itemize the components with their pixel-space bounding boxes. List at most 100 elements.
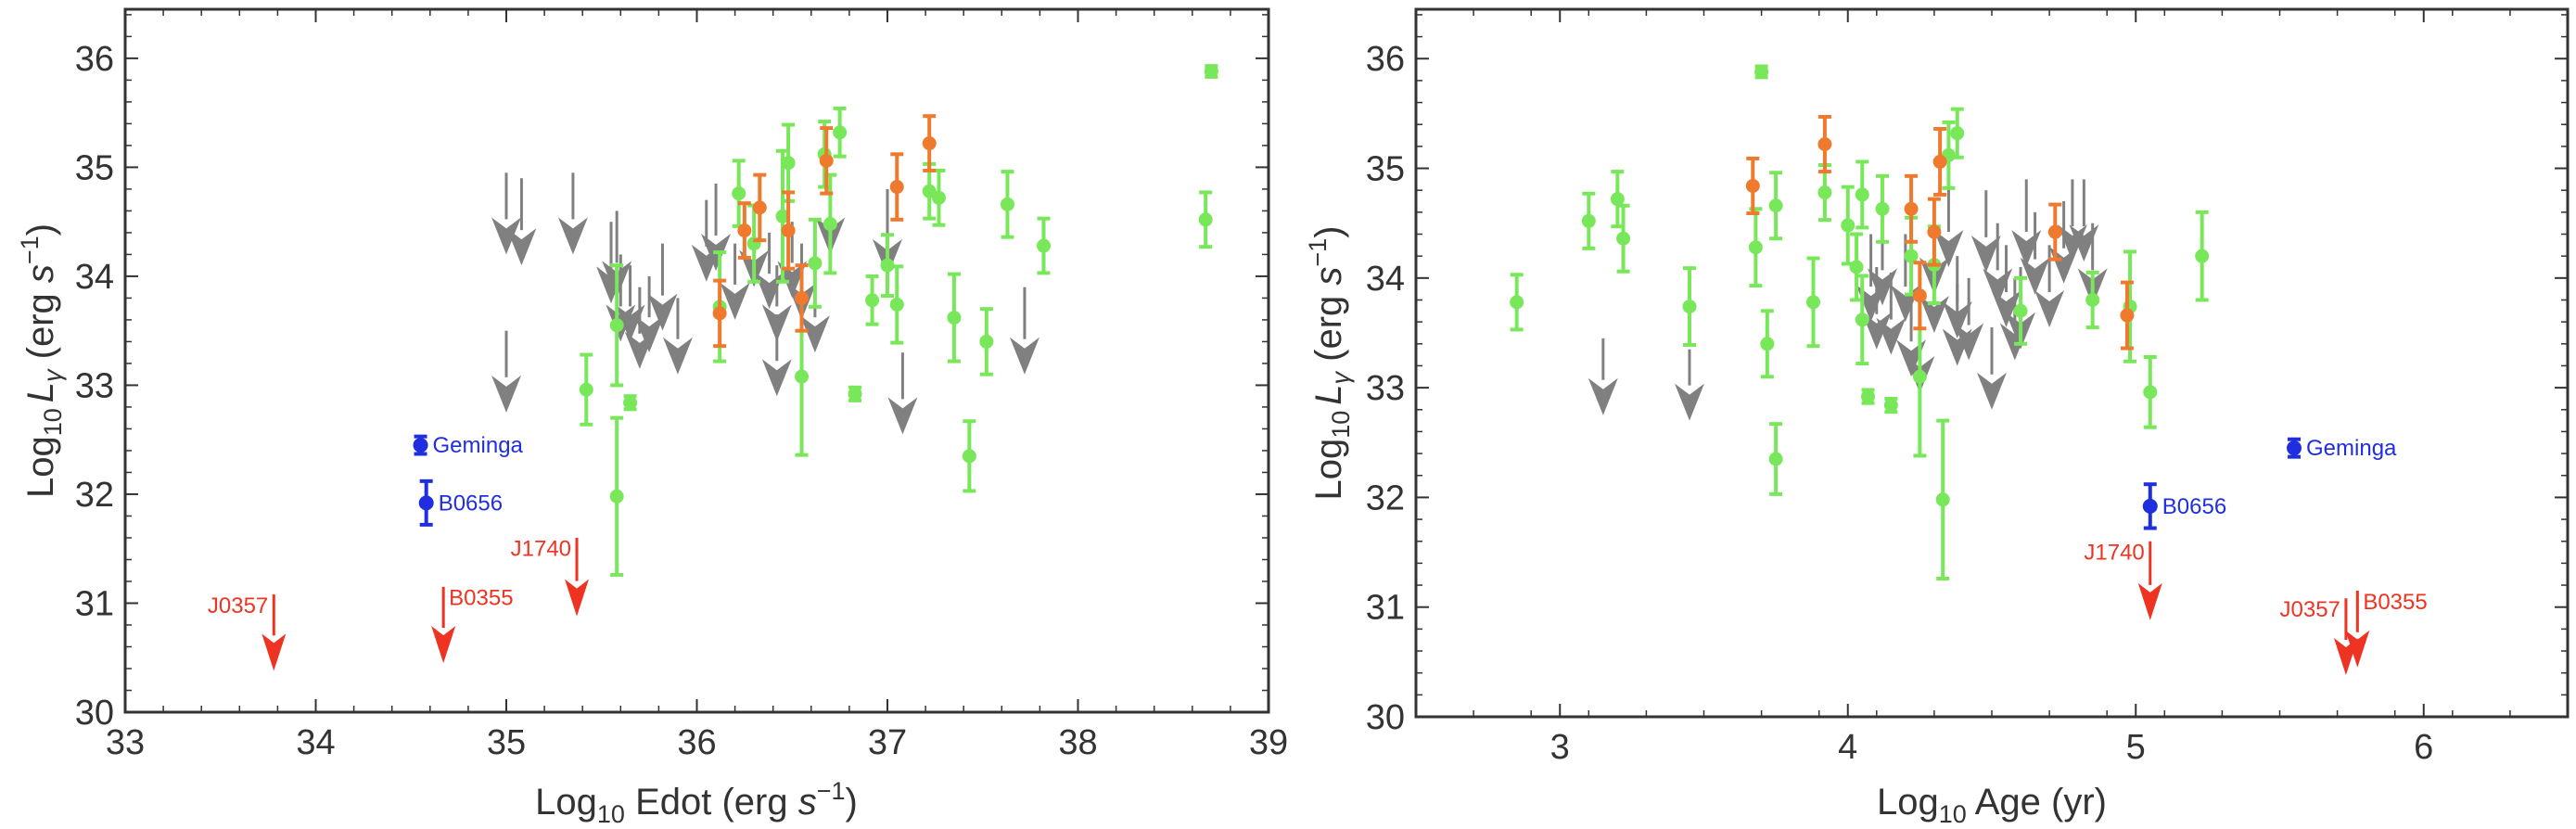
- y-tick-label: 33: [1366, 369, 1405, 408]
- gray-limit-arrowhead: [491, 375, 521, 413]
- y-tick-label: 35: [75, 148, 114, 187]
- green-point: [609, 318, 624, 333]
- gray-upper-limits: [491, 172, 1039, 435]
- orange-point: [922, 136, 937, 151]
- edot-luminosity-scatter-plot: 30 31 32 33 34 35 36 33 34 35 36 37 38 39 Log10 Edot (…: [16, 7, 1288, 828]
- y-tick-label: 30: [1366, 698, 1405, 737]
- green-point: [732, 186, 746, 201]
- green-point: [848, 387, 862, 402]
- red-limit-label: J1740: [2084, 541, 2144, 566]
- y-tick-label: 36: [75, 40, 114, 79]
- green-point: [781, 156, 796, 171]
- green-point: [1935, 492, 1950, 507]
- green-point: [1950, 126, 1965, 141]
- gray-limit-arrowhead: [799, 315, 830, 353]
- green-point: [2085, 292, 2100, 307]
- green-point: [1768, 198, 1783, 213]
- green-point: [1904, 249, 1919, 263]
- y-axis-title-group: Log10Lγ (erg s−1): [1304, 225, 1355, 500]
- red-limit-label: J0357: [2280, 597, 2340, 622]
- blue-point: [2142, 498, 2158, 514]
- green-point: [833, 125, 848, 140]
- green-point: [1805, 295, 1820, 310]
- green-points: [1510, 64, 2210, 580]
- red-limit-label: B0355: [449, 586, 513, 611]
- red-limit-arrowhead: [261, 633, 287, 671]
- y-tick-label: 34: [1366, 260, 1405, 299]
- gray-limit-arrowhead: [634, 315, 665, 353]
- tick-marks: [124, 9, 1269, 713]
- green-points: [579, 64, 1218, 577]
- gray-limit-arrowhead: [2020, 257, 2050, 295]
- orange-point: [1817, 137, 1832, 152]
- blue-point: [413, 438, 428, 453]
- green-point: [1510, 295, 1524, 310]
- x-axis-title: Log10 Age (yr): [1877, 782, 2107, 828]
- orange-point: [737, 223, 752, 238]
- y-tick-label: 32: [75, 476, 114, 515]
- gray-limit-arrowhead: [2011, 229, 2042, 267]
- green-point: [889, 297, 904, 312]
- orange-point: [819, 153, 834, 168]
- green-point: [931, 190, 946, 205]
- y-tick-label: 30: [75, 694, 114, 733]
- y-tick-label: 33: [75, 366, 114, 405]
- tick-marks: [1415, 9, 2569, 718]
- x-tick-label: 5: [2126, 728, 2146, 767]
- gray-limit-arrowhead: [1919, 295, 1949, 333]
- blue-point-label: Geminga: [2306, 436, 2397, 461]
- green-point: [1912, 369, 1927, 384]
- y-axis-title: Log10Lγ (erg s−1): [1304, 225, 1355, 500]
- green-point: [775, 209, 790, 223]
- blue-point-label: Geminga: [433, 433, 524, 458]
- green-point: [1768, 452, 1783, 466]
- x-tick-label: 39: [1249, 723, 1288, 762]
- gray-limit-arrowhead: [754, 272, 784, 310]
- gray-limit-arrowhead: [506, 228, 537, 266]
- gray-limit-arrowhead: [1588, 377, 1618, 415]
- y-tick-label: 32: [1366, 478, 1405, 517]
- green-point: [795, 369, 810, 384]
- green-point: [1198, 212, 1213, 227]
- gray-limit-arrowhead: [615, 304, 645, 342]
- green-point: [1841, 218, 1855, 233]
- red-limit-arrowhead: [431, 626, 456, 664]
- green-point: [1581, 213, 1596, 228]
- blue-labeled-points: Geminga B0656: [2142, 436, 2397, 530]
- green-point: [1616, 231, 1631, 246]
- red-limit-arrowhead: [2345, 630, 2370, 668]
- green-point: [1860, 389, 1875, 404]
- orange-points: [712, 114, 937, 349]
- green-point: [609, 489, 624, 504]
- x-tick-label: 34: [296, 723, 335, 762]
- green-point: [979, 334, 994, 349]
- green-point: [1855, 187, 1869, 202]
- y-tick-label: 34: [75, 258, 114, 297]
- red-upper-limits: J1740 J0357 B0355: [2084, 541, 2428, 676]
- x-tick-label: 4: [1838, 728, 1857, 767]
- blue-point-label: B0656: [439, 491, 503, 516]
- gray-limit-arrowhead: [887, 397, 918, 435]
- gray-limit-arrowhead: [647, 293, 678, 331]
- gray-limit-arrowhead: [2034, 290, 2065, 328]
- orange-point: [1904, 201, 1919, 216]
- blue-point-label: B0656: [2162, 494, 2226, 519]
- green-point: [865, 293, 880, 308]
- green-point: [1610, 192, 1625, 207]
- green-point: [1748, 240, 1763, 255]
- gray-limit-arrowhead: [1942, 328, 1972, 366]
- orange-point: [2120, 308, 2135, 323]
- green-point: [1754, 64, 1769, 79]
- green-point: [623, 395, 638, 410]
- green-point: [2195, 249, 2210, 263]
- green-point: [1883, 398, 1898, 413]
- x-tick-label: 36: [677, 723, 716, 762]
- orange-point: [1745, 178, 1760, 193]
- red-limit-label: B0355: [2363, 590, 2427, 615]
- gray-limit-arrowhead: [1876, 317, 1906, 355]
- gray-limit-arrowhead: [1674, 383, 1704, 421]
- orange-point: [1927, 224, 1942, 239]
- plot-frame: [123, 7, 1270, 714]
